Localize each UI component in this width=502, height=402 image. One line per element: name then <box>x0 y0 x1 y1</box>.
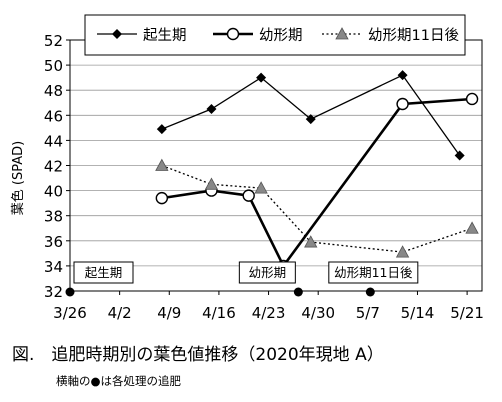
y-tick-label: 40 <box>44 183 63 201</box>
legend-label: 幼形期11日後 <box>368 27 459 44</box>
legend: 起生期 幼形期 幼形期11日後 <box>84 14 466 56</box>
x-tick-label: 5/21 <box>450 304 484 322</box>
annotation-label: 幼形期11日後 <box>334 265 413 280</box>
x-tick-label: 4/23 <box>252 304 286 322</box>
legend-box <box>84 14 466 56</box>
series-2 <box>155 92 479 273</box>
data-point <box>465 92 479 106</box>
x-tick-label: 5/7 <box>356 304 380 322</box>
data-point <box>206 104 217 115</box>
data-point <box>395 245 410 258</box>
data-point <box>454 150 465 161</box>
x-tick-label: 4/2 <box>108 304 132 322</box>
fertilization-dot <box>365 287 375 297</box>
legend-label: 起生期 <box>143 27 187 44</box>
data-point <box>254 181 268 194</box>
y-tick-label: 46 <box>44 107 63 125</box>
data-point <box>155 191 169 205</box>
data-point <box>155 158 169 171</box>
y-tick-label: 44 <box>44 132 63 150</box>
series-1 <box>156 70 465 161</box>
figure-caption: 図. 追肥時期別の葉色値推移（2020年現地 A） <box>12 345 384 365</box>
series-line <box>161 97 473 269</box>
data-point <box>256 72 267 83</box>
y-tick-label: 36 <box>44 233 63 251</box>
annotation-box <box>73 261 134 284</box>
y-tick-label: 52 <box>44 32 63 50</box>
fertilization-dot <box>65 287 75 297</box>
spad-line-chart: 32 34 36 38 40 42 44 46 48 50 52 3/26 4/2 4/9 4/16 4/23… <box>10 14 484 322</box>
annotation-label: 起生期 <box>85 265 123 280</box>
grid-lines <box>70 39 482 267</box>
data-point <box>465 221 479 234</box>
annotation-label: 幼形期 <box>249 265 287 280</box>
legend-marker <box>226 27 240 41</box>
axis-note: 横軸の●は各処理の追肥 <box>56 374 182 388</box>
data-point <box>242 189 255 202</box>
y-tick-label: 38 <box>44 208 63 226</box>
y-tick-label: 42 <box>44 158 63 176</box>
series-3 <box>155 158 479 258</box>
y-tick-label: 34 <box>44 258 63 276</box>
data-point <box>396 97 409 111</box>
legend-label: 幼形期 <box>259 27 303 44</box>
x-tick-label: 4/9 <box>157 304 181 322</box>
data-point <box>305 114 316 125</box>
x-tick-label: 5/14 <box>401 304 435 322</box>
y-axis-label: 葉色 (SPAD) <box>10 141 26 215</box>
series-line <box>161 74 461 156</box>
fertilization-dot <box>293 287 303 297</box>
series-line <box>161 164 473 253</box>
x-tick-label: 4/16 <box>202 304 236 322</box>
annotation-box <box>328 261 419 284</box>
y-tick-label: 32 <box>44 283 63 301</box>
fertilization-annotations: 起生期 幼形期 幼形期11日後 <box>65 261 419 297</box>
data-point <box>204 177 219 190</box>
data-point <box>156 124 167 135</box>
annotation-box <box>238 261 296 284</box>
data-point <box>304 235 318 248</box>
y-tick-label: 48 <box>44 82 63 100</box>
legend-marker <box>112 29 122 39</box>
y-tick-label: 50 <box>44 57 63 75</box>
series-lines <box>155 70 479 273</box>
data-point <box>397 70 408 81</box>
x-tick-label: 4/30 <box>301 304 335 322</box>
legend-marker <box>335 27 349 40</box>
x-tick-label: 3/26 <box>53 304 87 322</box>
